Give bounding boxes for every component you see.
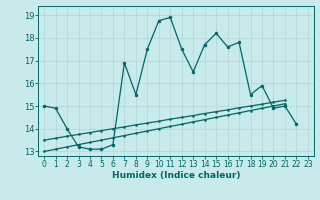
X-axis label: Humidex (Indice chaleur): Humidex (Indice chaleur)	[112, 171, 240, 180]
